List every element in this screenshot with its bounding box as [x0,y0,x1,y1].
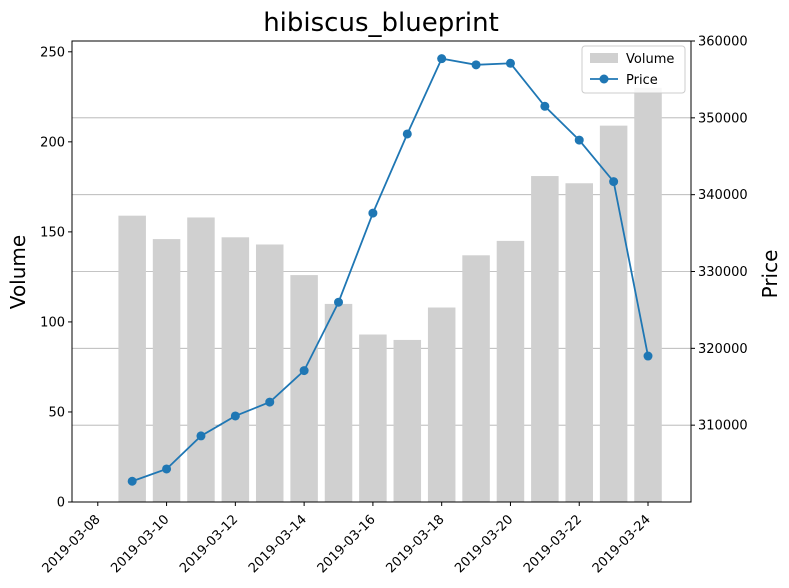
y-left-tick-label: 0 [57,496,65,511]
legend-price-marker [599,74,609,84]
x-tick-label: 2019-03-22 [521,512,585,576]
volume-bars [118,87,662,502]
price-point [437,54,447,64]
y-left-tick-label: 100 [40,315,65,330]
price-point [574,135,584,145]
price-point [230,411,240,421]
volume-bar [221,237,250,502]
legend-price-label: Price [626,73,658,88]
x-tick-label: 2019-03-24 [590,512,654,576]
legend-volume-label: Volume [626,52,674,67]
y-right-tick-label: 330000 [698,265,748,280]
legend-volume-swatch [590,53,618,63]
y-right-axis-label: Price [758,250,782,299]
x-axis: 2019-03-08 2019-03-10 2019-03-12 2019-03-14… [40,502,654,576]
price-line [131,57,649,483]
volume-bar [599,125,628,502]
volume-bar [152,239,181,502]
y-right-tick-label: 320000 [698,342,748,357]
volume-bar [118,215,146,502]
y-left-tick-label: 250 [40,45,65,60]
volume-bar [427,307,456,502]
volume-bar [565,183,593,502]
volume-bar [290,275,318,502]
y-left-axis-label: Volume [6,235,30,309]
price-point [162,464,172,474]
price-point [334,297,344,307]
y-left-tick-label: 200 [40,135,65,150]
price-point [299,366,309,376]
y-right-tick-label: 310000 [698,419,748,434]
price-point [540,101,550,111]
x-tick-label: 2019-03-18 [383,512,447,576]
price-point [265,397,275,407]
legend: Volume Price [581,45,686,94]
chart-title: hibiscus_blueprint [263,8,499,38]
x-tick-label: 2019-03-08 [40,512,104,576]
volume-bar [496,240,525,502]
volume-bar [359,334,387,502]
price-point [643,351,653,361]
x-tick-label: 2019-03-12 [177,512,241,576]
price-line-group [127,54,653,486]
x-tick-label: 2019-03-14 [246,512,310,576]
price-point [196,431,206,441]
volume-bar [531,176,559,502]
y-axis-left: 0 50 100 150 200 250 [40,45,72,511]
y-right-tick-label: 340000 [698,188,748,203]
price-point [127,476,137,486]
price-point [368,208,378,218]
price-point [505,58,515,68]
volume-bar [462,255,490,502]
price-point [609,177,619,187]
volume-bar [634,87,662,502]
y-left-tick-label: 150 [40,225,65,240]
volume-bar [187,217,215,502]
price-point [402,129,412,139]
y-right-tick-label: 350000 [698,111,748,126]
volume-bar [393,339,422,502]
x-tick-label: 2019-03-16 [315,512,379,576]
y-left-tick-label: 50 [48,405,65,420]
x-tick-label: 2019-03-10 [108,512,172,576]
x-tick-label: 2019-03-20 [452,512,516,576]
volume-bar [324,303,353,502]
y-axis-right: 310000 320000 330000 340000 350000 360000 [691,35,748,434]
y-right-tick-label: 360000 [698,35,748,50]
volume-bar [255,244,284,502]
price-point [471,60,481,70]
